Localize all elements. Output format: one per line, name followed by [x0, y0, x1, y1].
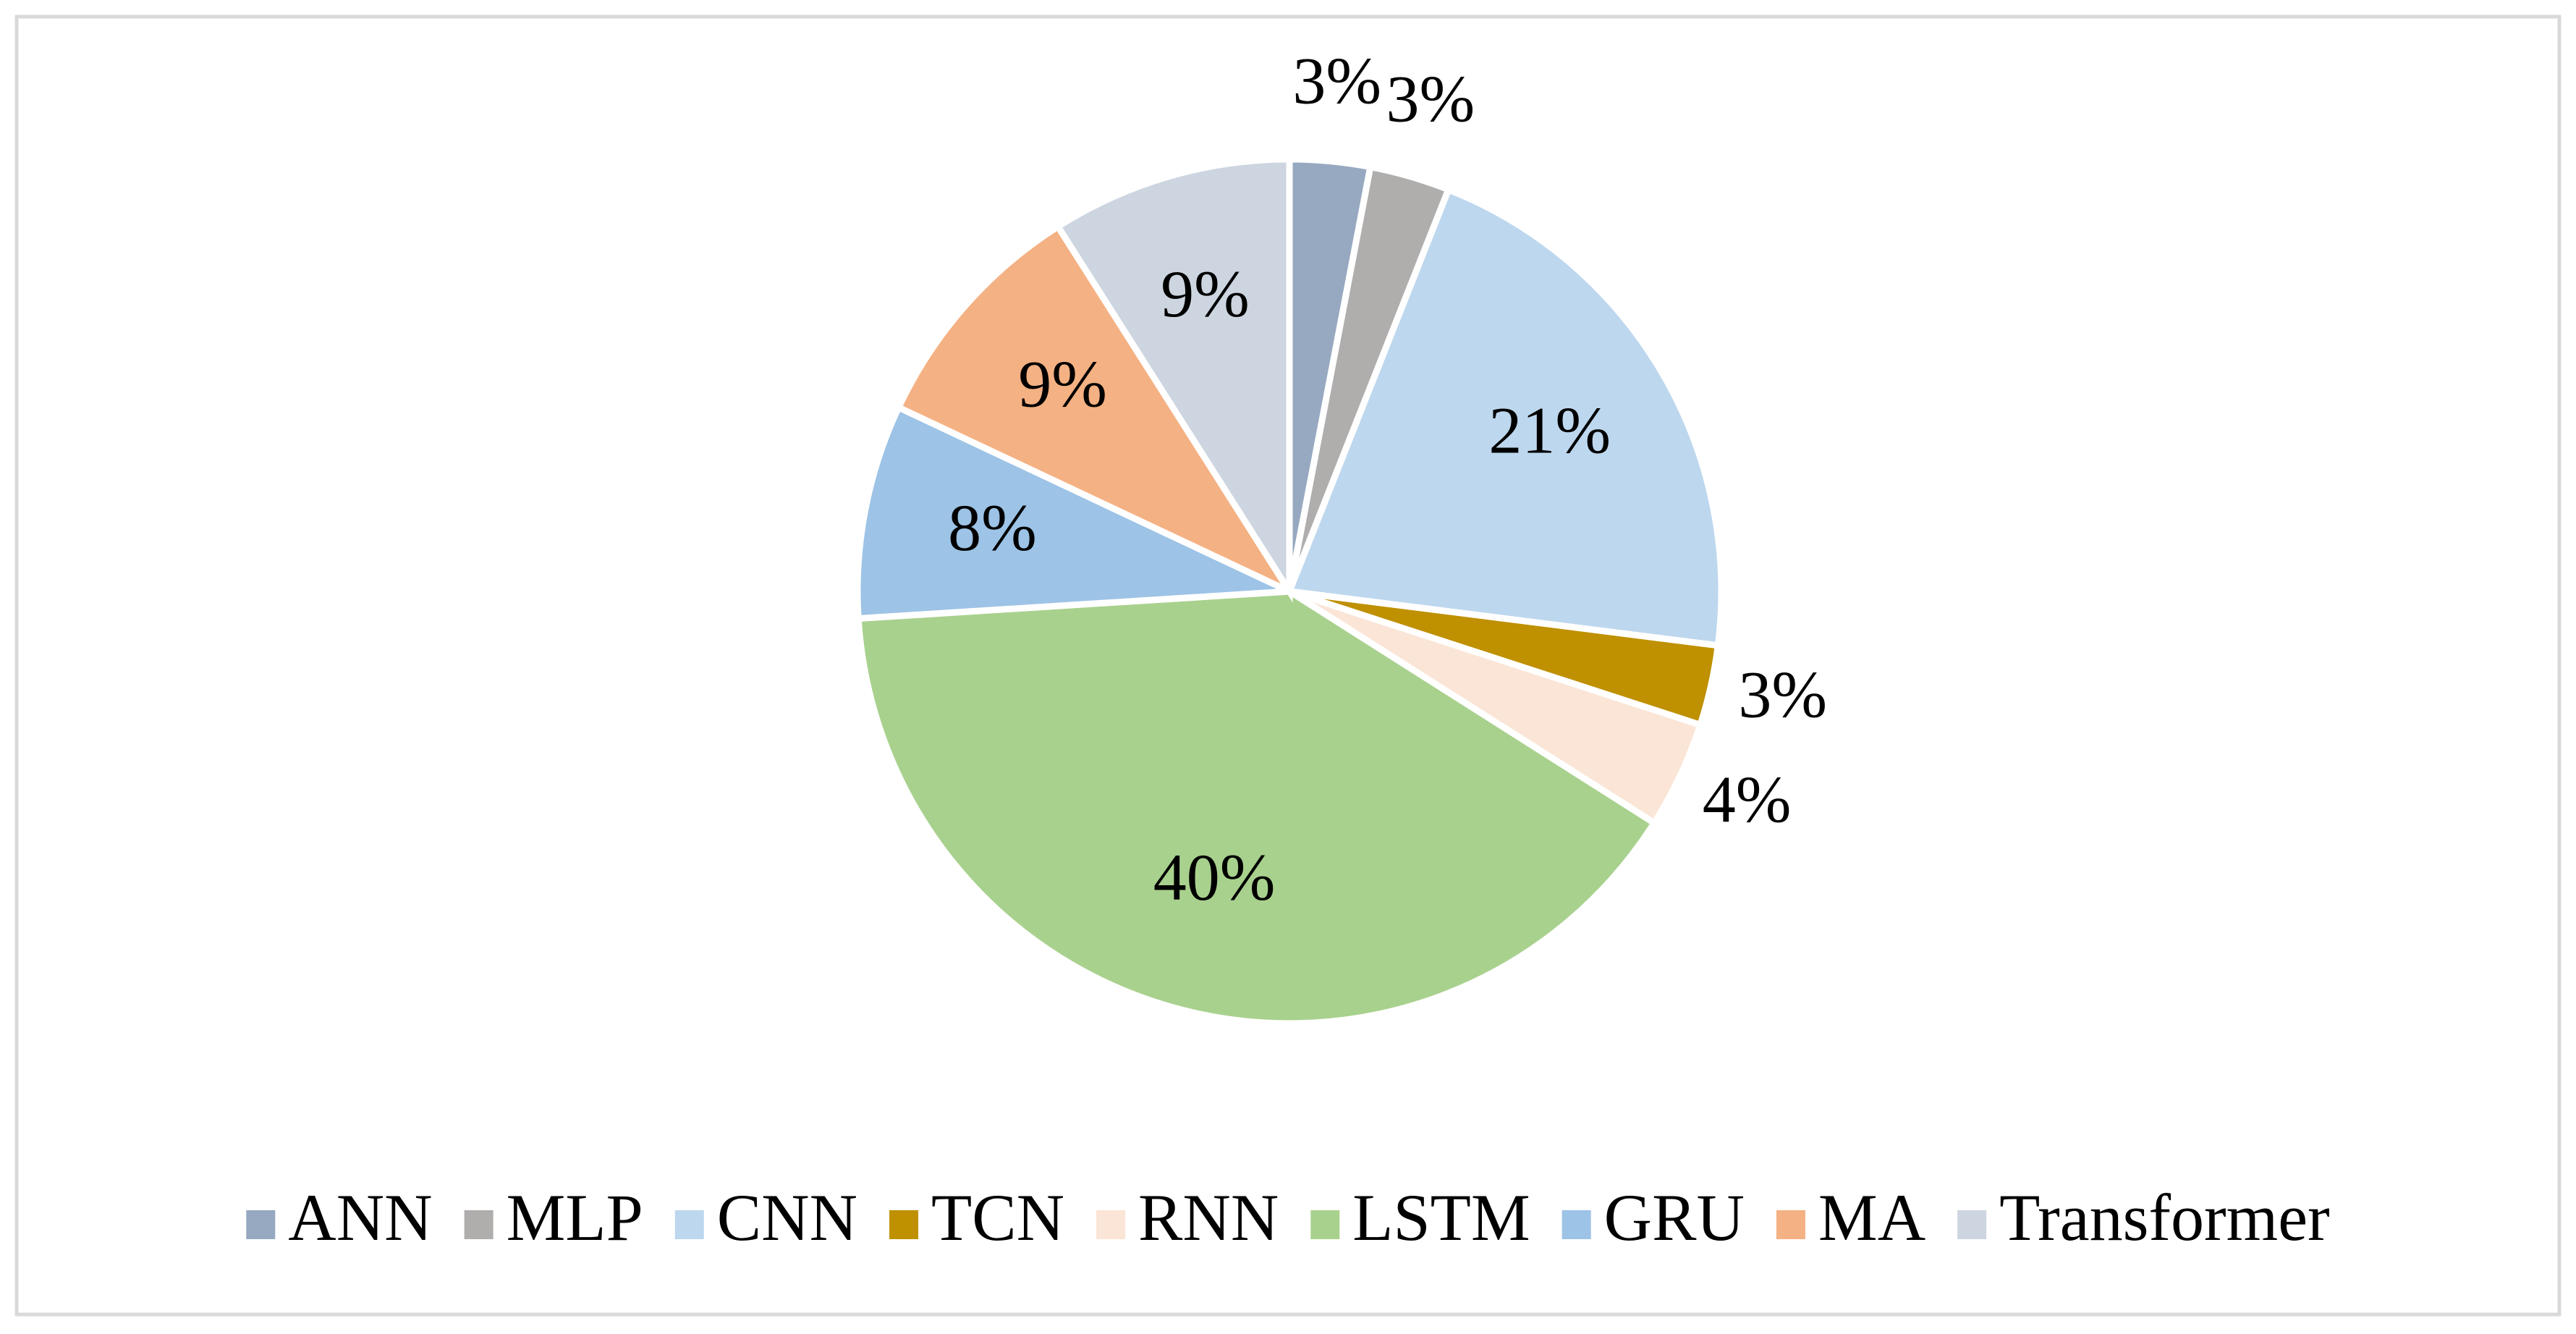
- legend-swatch: [1562, 1210, 1591, 1239]
- legend-swatch: [1310, 1210, 1340, 1239]
- legend-label: Transformer: [1999, 1181, 2330, 1254]
- data-label: 4%: [1703, 763, 1792, 837]
- pie-slice: [854, 402, 1291, 622]
- legend-swatch: [464, 1210, 493, 1239]
- data-label: 3%: [1738, 657, 1827, 731]
- legend-swatch: [1776, 1210, 1805, 1239]
- legend-swatch: [1957, 1210, 1987, 1239]
- data-label: 40%: [1153, 840, 1276, 914]
- legend-swatch: [1096, 1210, 1126, 1239]
- legend-swatch: [674, 1210, 704, 1239]
- data-label: 21%: [1488, 393, 1611, 467]
- data-label: 9%: [1018, 347, 1107, 421]
- legend-swatch: [246, 1210, 276, 1239]
- data-label: 3%: [1292, 44, 1381, 118]
- legend-swatch: [889, 1210, 919, 1239]
- pie-slice: [1284, 185, 1725, 649]
- legend-label: GRU: [1604, 1181, 1745, 1254]
- data-label: 3%: [1386, 62, 1475, 135]
- pie-slice: [894, 221, 1299, 599]
- data-label: 9%: [1161, 257, 1250, 331]
- legend-label: CNN: [717, 1181, 857, 1254]
- legend-label: MLP: [507, 1181, 643, 1254]
- legend-label: TCN: [931, 1181, 1064, 1254]
- legend-label: LSTM: [1352, 1181, 1530, 1254]
- data-label: 8%: [948, 491, 1037, 565]
- pie-slice: [1053, 156, 1293, 603]
- legend-label: RNN: [1138, 1181, 1279, 1254]
- pie-slice: [855, 588, 1659, 1027]
- legend-label: ANN: [288, 1181, 432, 1254]
- legend-label: MA: [1818, 1181, 1925, 1254]
